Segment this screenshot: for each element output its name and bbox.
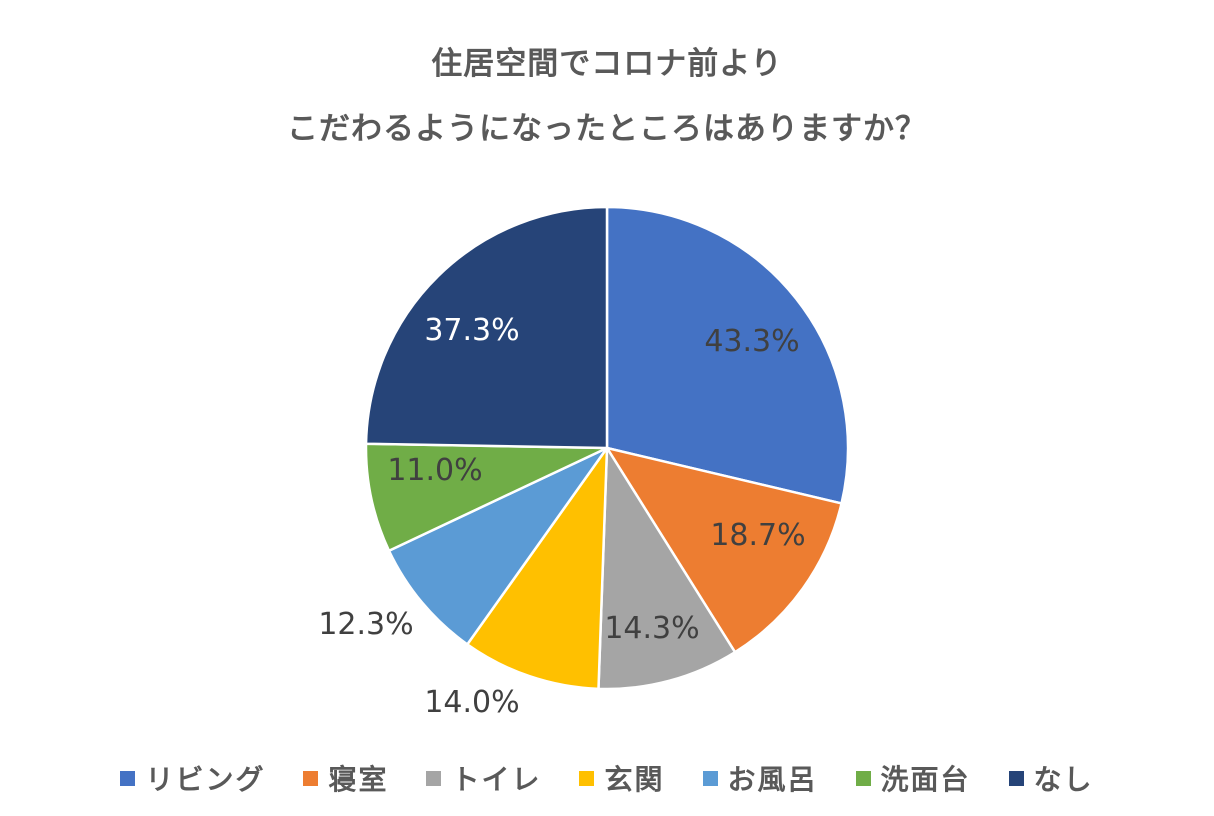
legend-label-5: お風呂 xyxy=(727,763,818,796)
legend-swatch-4 xyxy=(579,770,595,786)
legend-item-7: なし xyxy=(1008,758,1094,798)
pie-slice-1 xyxy=(605,205,850,505)
chart-title-line-1: 住居空間でコロナ前より xyxy=(431,46,783,82)
pie-slice-5 xyxy=(387,446,609,646)
pie-slice-2 xyxy=(605,446,843,654)
pie-slice-7 xyxy=(364,205,609,450)
chart-title-line-2: こだわるようになったところはありますか？ xyxy=(287,111,927,147)
data-label-4: 14.0% xyxy=(424,685,519,720)
legend-swatch-2 xyxy=(303,770,319,786)
pie-slice-4 xyxy=(466,446,609,691)
data-label-5: 12.3% xyxy=(318,607,413,642)
data-label-1: 43.3% xyxy=(704,324,799,359)
legend-item-3: トイレ xyxy=(426,758,541,798)
pie-slice-3 xyxy=(597,446,737,691)
legend-swatch-7 xyxy=(1008,770,1024,786)
data-label-2: 18.7% xyxy=(710,518,805,553)
legend-item-5: お風呂 xyxy=(702,758,818,798)
data-label-6: 11.0% xyxy=(387,453,482,488)
legend-swatch-3 xyxy=(426,770,442,786)
data-label-3: 14.3% xyxy=(604,611,699,646)
pie-slice-6 xyxy=(364,442,609,552)
legend-label-7: なし xyxy=(1033,763,1094,796)
data-label-7: 37.3% xyxy=(424,313,519,348)
chart-legend: リビング 寝室 トイレ 玄関 お風呂 洗面台 なし xyxy=(0,758,1214,798)
legend-item-4: 玄関 xyxy=(579,758,664,798)
legend-item-1: リビング xyxy=(120,758,265,798)
legend-item-2: 寝室 xyxy=(303,758,388,798)
legend-label-1: リビング xyxy=(145,763,266,796)
legend-label-6: 洗面台 xyxy=(880,763,971,796)
legend-swatch-5 xyxy=(702,770,718,786)
legend-swatch-6 xyxy=(855,770,871,786)
legend-item-6: 洗面台 xyxy=(855,758,971,798)
legend-label-2: 寝室 xyxy=(328,763,389,796)
legend-label-4: 玄関 xyxy=(604,763,665,796)
legend-swatch-1 xyxy=(120,770,136,786)
legend-label-3: トイレ xyxy=(451,763,542,796)
